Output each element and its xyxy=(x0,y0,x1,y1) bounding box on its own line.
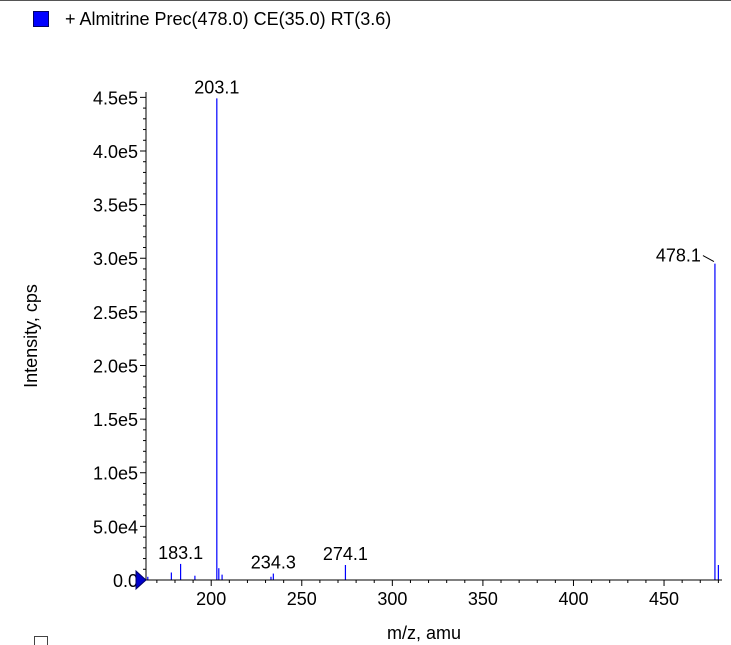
y-tick-label: 2.0e5 xyxy=(93,356,138,376)
peak-label-leader-line xyxy=(702,255,715,263)
x-tick-label: 450 xyxy=(649,589,679,609)
y-tick-label: 1.0e5 xyxy=(93,464,138,484)
x-tick-label: 250 xyxy=(287,589,317,609)
axis-ticks: 0.0 5.0e4 1.0e5 1.5e5 2.0e5 2.5e5 3.0e5 3.5e5 4.… xyxy=(93,88,719,609)
axis-origin-marker-icon[interactable] xyxy=(135,569,147,591)
x-tick-label: 400 xyxy=(558,589,588,609)
y-tick-label: 0.0 xyxy=(113,571,138,591)
y-tick-label: 3.5e5 xyxy=(93,196,138,216)
peak-labels: 183.1 203.1 234.3 274.1 478.1 xyxy=(158,77,715,573)
peak-label: 478.1 xyxy=(656,246,701,266)
x-tick-label: 300 xyxy=(377,589,407,609)
y-axis-title: Intensity, cps xyxy=(21,284,41,388)
legend-label: + Almitrine Prec(478.0) CE(35.0) RT(3.6) xyxy=(65,8,392,29)
peak-label: 183.1 xyxy=(158,543,203,563)
x-tick-label: 350 xyxy=(468,589,498,609)
y-tick-label: 2.5e5 xyxy=(93,303,138,323)
y-tick-label: 1.5e5 xyxy=(93,410,138,430)
y-tick-label: 4.0e5 xyxy=(93,142,138,162)
legend: + Almitrine Prec(478.0) CE(35.0) RT(3.6) xyxy=(33,6,391,32)
second-legend-swatch-fragment xyxy=(34,636,48,645)
peak-label: 203.1 xyxy=(194,77,239,97)
y-tick-label: 5.0e4 xyxy=(93,517,138,537)
x-axis-title: m/z, amu xyxy=(387,623,461,643)
peak-label: 234.3 xyxy=(251,553,296,573)
spectrum-peaks xyxy=(147,98,719,580)
x-tick-label: 200 xyxy=(196,589,226,609)
y-tick-label: 4.5e5 xyxy=(93,88,138,108)
y-tick-label: 3.0e5 xyxy=(93,249,138,269)
legend-swatch xyxy=(33,11,49,27)
chart-frame-top-border xyxy=(0,0,731,1)
peak-label: 274.1 xyxy=(323,544,368,564)
